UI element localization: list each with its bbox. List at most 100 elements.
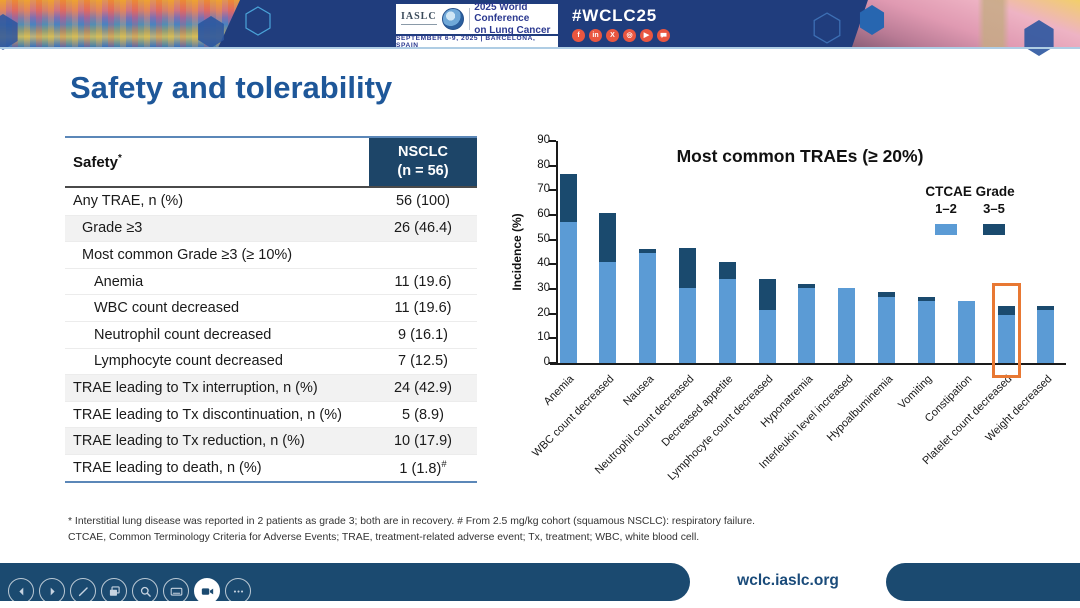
zoom-icon (140, 586, 151, 597)
bar-grade-1-2 (639, 252, 657, 363)
row-label: Neutrophil count decreased (94, 326, 272, 343)
table-row: Any TRAE, n (%) 56 (100) (65, 188, 477, 215)
row-label: WBC count decreased (94, 300, 240, 317)
conference-date-venue: SEPTEMBER 6-9, 2025 | BARCELONA, SPAIN (396, 35, 558, 49)
y-tick-label: 50 (537, 232, 550, 245)
captions-icon (170, 587, 182, 596)
legend-entry: 1–2 (935, 201, 957, 235)
legend-label: 3–5 (983, 201, 1005, 216)
table-row: TRAE leading to death, n (%) 1 (1.8)# (65, 453, 477, 481)
row-label: Anemia (94, 273, 144, 290)
table-row: Lymphocyte count decreased 7 (12.5) (65, 347, 477, 375)
x-axis-category-label: Vomiting (896, 373, 935, 412)
toolbar-more-button[interactable] (225, 578, 251, 604)
y-tick-mark (549, 312, 556, 315)
row-label: TRAE leading to Tx interruption, n (%) (73, 379, 318, 396)
y-axis-line (556, 141, 558, 365)
x-icon[interactable]: X (606, 29, 619, 42)
previous-icon (18, 587, 23, 595)
y-tick-mark (549, 189, 556, 192)
table-row: TRAE leading to Tx interruption, n (%) 24… (65, 374, 477, 401)
social-icons-row: f in X ◎ ▶ (572, 29, 670, 42)
y-tick-label: 10 (537, 331, 550, 344)
toolbar-slides-button[interactable] (101, 578, 127, 604)
table-header-nsclc: NSCLC (n = 56) (369, 138, 477, 186)
y-tick-mark (549, 164, 556, 167)
row-label: Grade ≥3 (82, 220, 143, 237)
instagram-icon[interactable]: ◎ (623, 29, 636, 42)
toolbar-zoom-button[interactable] (132, 578, 158, 604)
chat-icon[interactable] (657, 29, 670, 42)
facebook-icon[interactable]: f (572, 29, 585, 42)
table-row: Grade ≥3 26 (46.4) (65, 214, 477, 242)
y-tick-label: 40 (537, 257, 550, 270)
row-value: 7 (12.5) (398, 353, 448, 370)
presentation-toolbar (8, 578, 251, 604)
table-row: TRAE leading to Tx discontinuation, n (%… (65, 400, 477, 428)
linkedin-icon[interactable]: in (589, 29, 602, 42)
header-banner: IASLC 2025 World Conference on Lung Canc… (0, 0, 1080, 56)
row-label: Most common Grade ≥3 (≥ 10%) (82, 246, 293, 263)
bar-grade-3-5 (678, 248, 696, 288)
legend-entry: 3–5 (983, 201, 1005, 235)
camera-icon (201, 587, 213, 595)
row-value: 56 (100) (395, 193, 450, 210)
y-tick-mark (549, 288, 556, 290)
chart-legend: CTCAE Grade 1–2 3–5 (895, 184, 1045, 235)
pen-icon (78, 586, 88, 596)
table-row: WBC count decreased 11 (19.6) (65, 294, 477, 321)
toolbar-camera-button[interactable] (194, 578, 220, 604)
y-tick-label: 30 (537, 282, 550, 294)
toolbar-previous-button[interactable] (8, 578, 34, 604)
bar-grade-3-5 (917, 296, 935, 302)
chat-icon (660, 32, 667, 39)
legend-label: 1–2 (935, 201, 957, 216)
safety-table-header: Safety* NSCLC (n = 56) (65, 136, 477, 188)
bar-grade-3-5 (599, 213, 617, 262)
table-row: TRAE leading to Tx reduction, n (%) 10 (1… (65, 427, 477, 454)
bar-grade-1-2 (1037, 310, 1055, 363)
bar-grade-1-2 (798, 288, 816, 363)
conference-hashtag: #WCLC25 (572, 6, 657, 25)
page-title: Safety and tolerability (70, 70, 393, 105)
toolbar-next-button[interactable] (39, 578, 65, 604)
bar-grade-1-2 (957, 301, 975, 363)
hexagon-decoration (0, 14, 18, 50)
bar-grade-3-5 (758, 279, 776, 311)
legend-swatch (983, 224, 1005, 235)
banner-divider (0, 47, 1080, 49)
y-tick-mark (549, 362, 556, 364)
bar-grade-3-5 (639, 248, 657, 253)
table-header-safety: Safety* (73, 153, 122, 171)
legend-entries: 1–2 3–5 (895, 201, 1045, 235)
row-value: 1 (1.8)# (399, 458, 447, 478)
bar-grade-1-2 (917, 301, 935, 363)
toolbar-captions-button[interactable] (163, 578, 189, 604)
youtube-icon[interactable]: ▶ (640, 29, 653, 42)
row-value: 11 (19.6) (394, 273, 452, 290)
iaslc-logo-box: IASLC 2025 World Conference on Lung Canc… (396, 1, 558, 36)
x-axis-category-label: Neutrophil count decreased (592, 373, 696, 477)
y-tick-mark (549, 238, 556, 241)
row-label: Any TRAE, n (%) (73, 193, 184, 210)
y-tick-label: 90 (537, 134, 550, 146)
bar-grade-3-5 (718, 261, 736, 280)
table-row: Neutrophil count decreased 9 (16.1) (65, 320, 477, 348)
bar-grade-1-2 (997, 314, 1015, 363)
row-value: 10 (17.9) (393, 433, 453, 450)
toolbar-pen-button[interactable] (70, 578, 96, 604)
conference-name: 2025 World Conference on Lung Cancer (474, 1, 551, 36)
conference-url[interactable]: wclc.iaslc.org (737, 572, 839, 589)
hexagon-outline-decoration (813, 12, 841, 44)
footnote-line2: CTCAE, Common Terminology Criteria for A… (68, 532, 700, 543)
y-tick-mark (549, 337, 556, 340)
y-tick-label: 20 (537, 306, 550, 319)
y-tick-mark (549, 140, 556, 142)
bar-grade-1-2 (718, 279, 736, 363)
row-label: TRAE leading to Tx discontinuation, n (%… (73, 406, 342, 423)
table-row: Most common Grade ≥3 (≥ 10%) (65, 241, 477, 268)
bar-grade-3-5 (997, 305, 1015, 315)
y-tick-mark (549, 263, 556, 266)
y-axis-label: Incidence (%) (510, 213, 524, 291)
logo-divider (468, 8, 470, 30)
